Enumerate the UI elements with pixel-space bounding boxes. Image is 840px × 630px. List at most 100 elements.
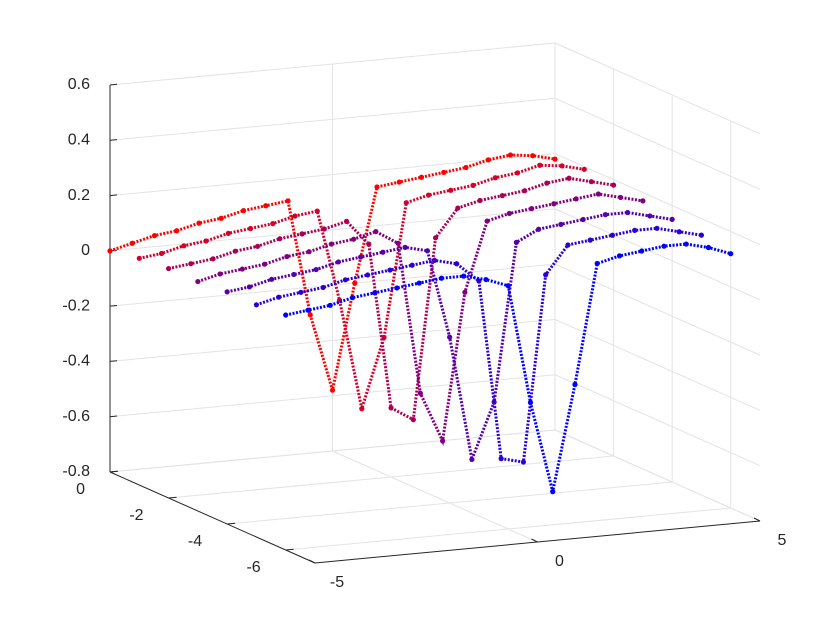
point (705, 244, 712, 251)
point (454, 261, 460, 267)
z-tick-label: -0.2 (62, 297, 90, 314)
point (246, 284, 252, 290)
x-tick-label: 5 (778, 532, 787, 549)
z-tick (109, 194, 118, 197)
point (225, 230, 231, 236)
point (440, 438, 446, 444)
point (463, 164, 469, 171)
point (327, 302, 333, 308)
point (342, 277, 349, 283)
point (218, 215, 224, 221)
point (284, 253, 290, 260)
point (263, 203, 269, 209)
point (527, 399, 534, 406)
point (409, 262, 415, 268)
point (372, 290, 378, 296)
point (188, 261, 194, 267)
point (107, 248, 113, 254)
point (550, 489, 556, 495)
point (217, 271, 223, 277)
point (498, 456, 504, 462)
z-tick-label: -0.4 (62, 353, 90, 370)
y-tick-label: 0 (76, 481, 85, 498)
point (321, 226, 327, 232)
point (387, 267, 393, 273)
point (320, 284, 326, 291)
z-tick (109, 304, 118, 307)
point (698, 232, 705, 238)
grid-line (227, 481, 673, 525)
point (683, 241, 689, 247)
point (351, 236, 357, 242)
x-tick-label: 0 (555, 553, 564, 570)
point (349, 295, 356, 301)
point (329, 387, 336, 393)
point (640, 198, 646, 204)
x-tick (308, 559, 316, 564)
point (285, 198, 291, 204)
point (448, 187, 454, 193)
point (417, 390, 423, 396)
point (499, 193, 505, 199)
point (609, 232, 616, 238)
point (270, 221, 276, 227)
y-tick-label: -2 (129, 507, 143, 524)
point (254, 243, 261, 249)
point (395, 240, 401, 246)
point (513, 239, 519, 245)
point (529, 206, 535, 212)
point (365, 272, 371, 278)
point (507, 152, 514, 158)
point (366, 241, 372, 247)
profile-line (255, 226, 702, 464)
y-tick (227, 522, 236, 525)
point (298, 289, 304, 295)
point (492, 175, 498, 181)
point (587, 237, 593, 243)
y-axis (109, 471, 316, 564)
point (373, 228, 379, 235)
point (469, 456, 475, 463)
point (343, 218, 350, 224)
point (728, 251, 734, 257)
point (520, 459, 527, 465)
y-tick (285, 548, 294, 551)
point (537, 162, 543, 168)
point (306, 249, 312, 255)
point (588, 179, 594, 185)
point (477, 197, 483, 204)
y-tick (109, 470, 119, 473)
y-tick (168, 496, 177, 499)
point (328, 241, 334, 247)
point (639, 248, 645, 254)
point (455, 205, 461, 211)
point (196, 220, 202, 226)
point (299, 231, 305, 237)
point (559, 163, 565, 169)
point (618, 194, 624, 201)
point (136, 255, 142, 261)
grid-line (554, 153, 761, 246)
point (616, 253, 623, 259)
point (647, 213, 653, 219)
y-tick-label: -6 (246, 559, 260, 576)
point (669, 216, 675, 222)
point (418, 174, 425, 180)
profile-line (138, 163, 585, 410)
y-tick-label: -4 (188, 533, 202, 550)
point (566, 175, 572, 181)
point (514, 170, 521, 176)
point (247, 225, 254, 232)
grid-line (554, 429, 761, 522)
point (625, 209, 631, 216)
x-tick-label: -5 (330, 574, 344, 591)
point (277, 236, 283, 242)
point (158, 250, 165, 257)
grid-line (554, 208, 761, 301)
point (431, 257, 438, 263)
point (240, 208, 247, 214)
point (573, 196, 579, 202)
point (388, 405, 394, 411)
point (447, 334, 453, 340)
grid-line (554, 318, 761, 411)
